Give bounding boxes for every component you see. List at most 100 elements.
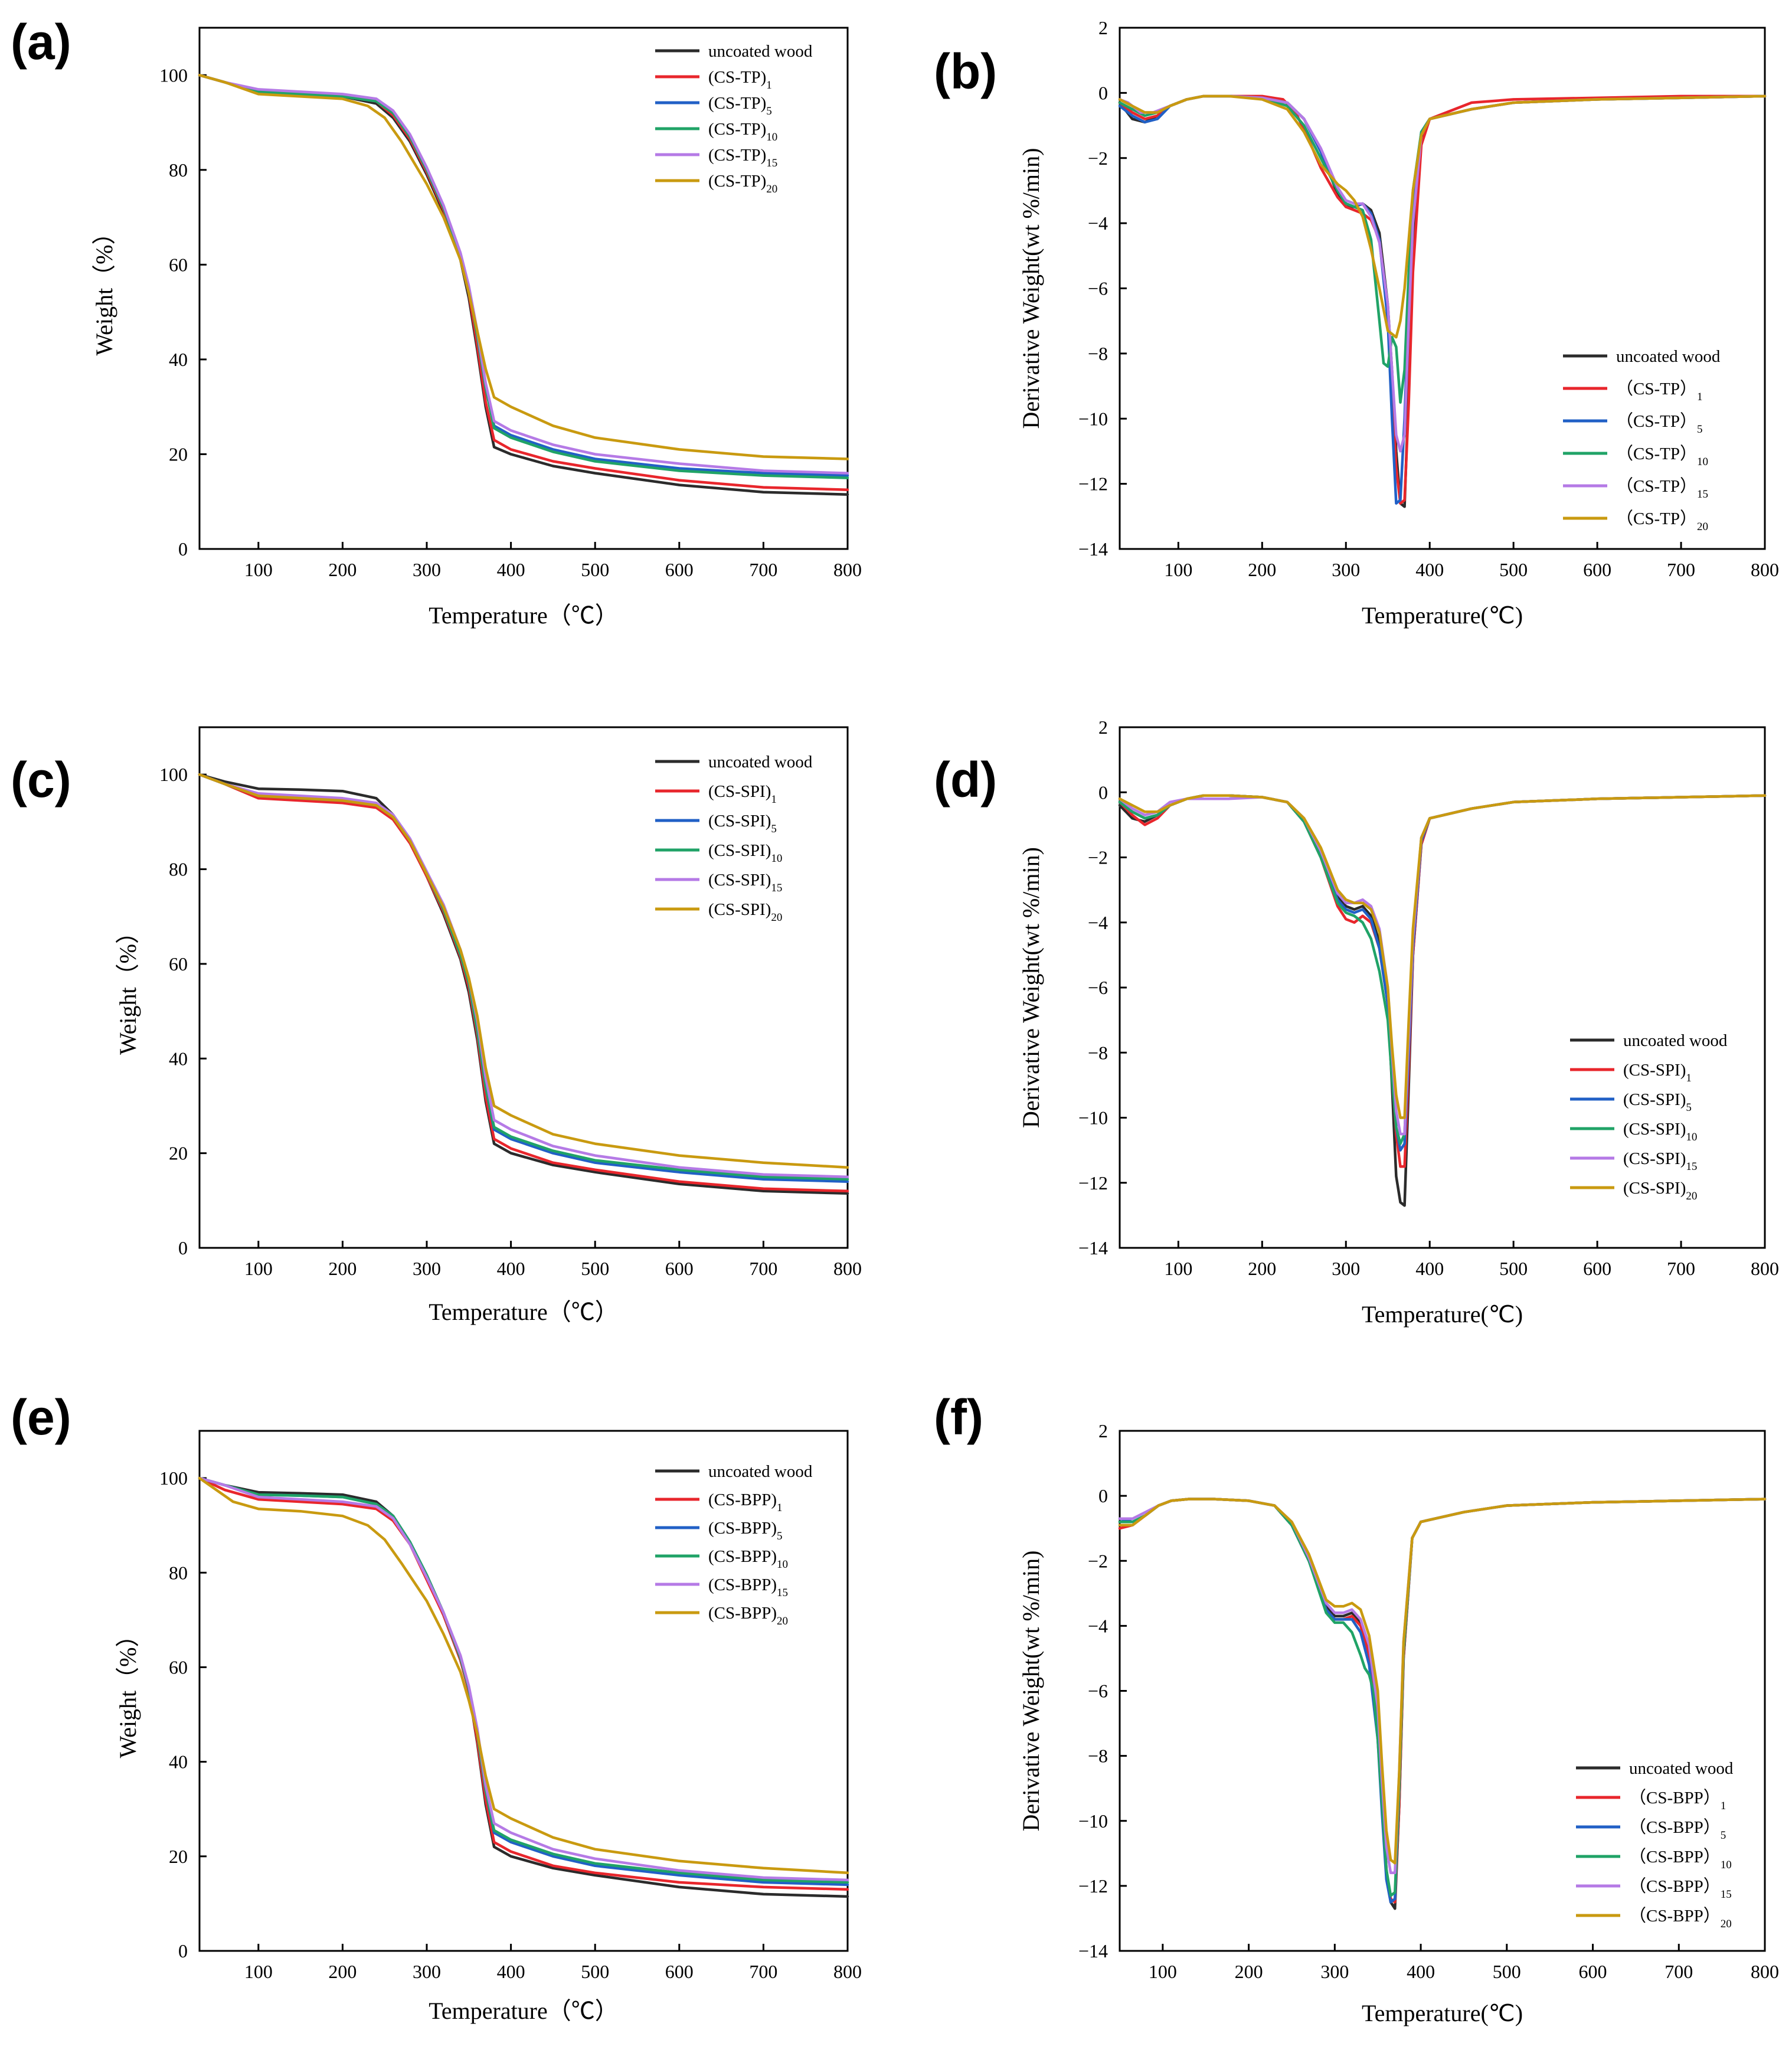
series-line-s1 [1118,1498,1767,1904]
panel-letter: (f) [934,1390,983,1445]
series-line-s5 [1118,94,1767,505]
plot-frame [1119,1430,1766,1952]
x-tick-label: 600 [665,559,694,580]
series-line-s20 [1118,94,1767,339]
x-tick-label: 700 [1665,1961,1693,1982]
y-tick-label: 80 [169,159,188,181]
x-tick-label: 800 [833,1961,862,1982]
x-tick-label: 700 [1667,559,1695,580]
series-line-uncoated [198,773,849,1195]
y-tick-label: 0 [1098,1485,1108,1506]
legend-label: uncoated wood [1629,1759,1734,1778]
y-tick-label: 0 [178,538,188,560]
x-tick-label: 500 [581,559,609,580]
x-tick-label: 600 [665,1961,694,1982]
x-tick-label: 300 [1320,1961,1349,1982]
x-tick-label: 200 [1248,1258,1276,1279]
x-tick-label: 200 [328,1961,357,1982]
series-line-uncoated [198,1476,849,1898]
x-axis-label: Temperature(℃) [1362,1301,1523,1328]
legend-label: (CS-BPP)15 [708,1575,788,1599]
x-tick-label: 300 [1332,559,1360,580]
y-tick-label: 0 [1098,782,1108,803]
x-tick-label: 400 [497,1961,525,1982]
series-line-s20 [198,74,849,460]
y-tick-label: 2 [1098,717,1108,738]
series-line-uncoated [1118,794,1767,1207]
y-axis-label: Derivative Weight(wt %/min) [1018,847,1044,1128]
y-tick-label: 40 [169,349,188,370]
legend-label: （CS-TP）20 [1616,509,1708,533]
y-tick-label: −8 [1088,343,1108,364]
y-tick-label: 80 [169,859,188,880]
legend-label: (CS-SPI)20 [708,900,782,924]
x-tick-label: 200 [328,559,357,580]
y-tick-label: −8 [1088,1745,1108,1767]
x-axis-label: Temperature(℃) [1362,602,1523,629]
plot-frame [198,726,849,1249]
y-axis-label: Weight（%） [115,920,141,1055]
panel-b: (b) 100 200 300 400 500 600 700 800 −14 −12 −10 −8 −6… [934,17,1779,629]
x-tick-label: 700 [749,1961,777,1982]
x-tick-label: 400 [497,559,525,580]
legend-label: uncoated wood [1616,347,1721,366]
x-tick-label: 700 [749,559,777,580]
y-tick-label: 0 [178,1237,188,1258]
x-tick-label: 600 [665,1258,694,1279]
y-tick-label: 20 [169,1143,188,1164]
x-tick-label: 100 [1164,1258,1192,1279]
legend-label: (CS-BPP)20 [708,1604,788,1627]
plot-frame [198,27,849,550]
panel-letter: (e) [11,1390,71,1445]
x-axis-label: Temperature(℃) [1362,2000,1523,2026]
x-tick-label: 600 [1583,1258,1611,1279]
y-axis-label: Weight（%） [91,221,117,356]
y-tick-label: −6 [1088,977,1108,998]
series-line-s20 [1118,1498,1767,1865]
legend: uncoated wood （CS-TP）1 （CS-TP）5 （CS-TP）10 （C… [1563,347,1721,533]
y-tick-label: 2 [1098,17,1108,38]
legend-label: (CS-SPI)15 [708,871,782,894]
x-tick-label: 300 [1332,1258,1360,1279]
y-tick-label: −14 [1078,538,1108,560]
legend-label: (CS-TP)10 [708,120,777,143]
y-tick-label: 60 [169,1656,188,1678]
panel-letter: (b) [934,44,997,99]
legend-label: uncoated wood [708,1462,813,1481]
series-line-s1 [198,773,849,1193]
y-tick-label: −8 [1088,1042,1108,1063]
legend: uncoated wood （CS-BPP）1 （CS-BPP）5 （CS-BPP）1… [1576,1759,1734,1930]
legend-label: (CS-SPI)5 [708,812,777,835]
panel-e: (e) 100 200 300 400 500 600 700 800 0 20 40 60 80 100 T… [11,1390,862,2024]
y-tick-label: −12 [1078,1875,1108,1897]
legend-label: (CS-TP)20 [708,172,777,195]
panel-letter: (c) [11,752,71,808]
x-tick-label: 200 [1248,559,1276,580]
legend-label: （CS-BPP）1 [1629,1789,1726,1812]
x-tick-label: 100 [1164,559,1192,580]
y-tick-label: −6 [1088,278,1108,299]
y-tick-label: 0 [1098,82,1108,103]
legend-label: (CS-SPI)10 [708,841,782,865]
y-tick-label: −14 [1078,1237,1108,1258]
legend-label: (CS-SPI)10 [1623,1120,1697,1143]
x-tick-label: 700 [1667,1258,1695,1279]
x-tick-label: 400 [1407,1961,1435,1982]
series-line-s10 [198,1476,849,1884]
x-tick-label: 100 [244,1258,273,1279]
series-line-s20 [198,1476,849,1875]
y-tick-label: −6 [1088,1681,1108,1702]
series-line-s15 [198,773,849,1178]
legend-label: uncoated wood [708,753,813,771]
x-tick-label: 500 [581,1961,609,1982]
y-tick-label: −4 [1088,213,1108,234]
legend-label: (CS-BPP)1 [708,1490,783,1514]
legend: uncoated wood (CS-SPI)1 (CS-SPI)5 (CS-SPI)1… [1570,1031,1728,1202]
legend-label: (CS-SPI)15 [1623,1149,1697,1173]
x-tick-label: 600 [1583,559,1611,580]
y-axis-label: Derivative Weight(wt %/min) [1018,148,1044,429]
panel-c: (c) 100 200 300 400 500 600 700 800 0 20 40 60 80 100 T… [11,726,862,1325]
y-tick-label: −12 [1078,1172,1108,1194]
x-tick-label: 700 [749,1258,777,1279]
y-tick-label: 20 [169,443,188,465]
